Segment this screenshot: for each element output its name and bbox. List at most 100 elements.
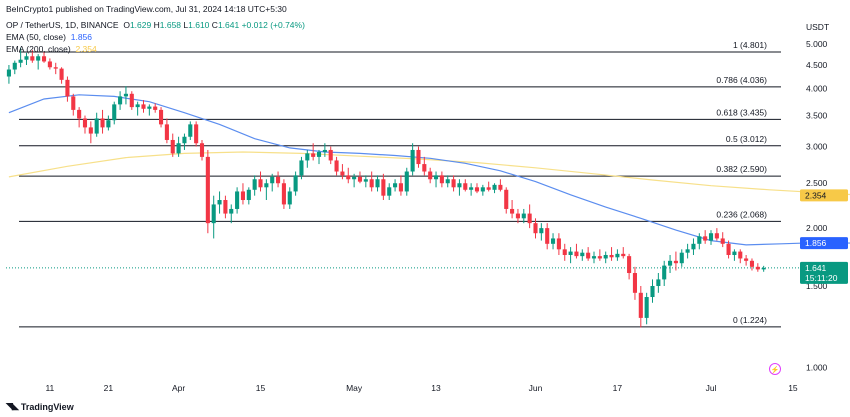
candle-body	[685, 249, 690, 253]
candle-body	[205, 156, 210, 224]
candle-body	[36, 56, 41, 61]
y-tick-label: 2.000	[806, 223, 828, 233]
candle-body	[106, 120, 111, 128]
candle	[621, 247, 626, 259]
ema200-label: EMA (200, close)	[6, 44, 71, 54]
candle	[755, 263, 760, 272]
candle	[445, 175, 450, 188]
y-tick-label: 5.000	[806, 39, 828, 49]
x-tick-label: 15	[788, 383, 798, 393]
candle-body	[550, 238, 556, 244]
candle	[521, 208, 526, 224]
candle-body	[492, 184, 497, 190]
candle	[334, 156, 339, 176]
candle-body	[714, 233, 719, 239]
candle	[141, 100, 146, 113]
candle	[252, 175, 257, 196]
candle	[194, 121, 199, 147]
candle-body	[41, 56, 47, 62]
candle-body	[480, 187, 485, 192]
candle	[258, 171, 263, 192]
candle-body	[270, 176, 275, 184]
candle	[205, 149, 210, 234]
candle-body	[293, 175, 298, 192]
candle-body	[703, 236, 708, 241]
candle-body	[638, 292, 643, 318]
candle	[223, 195, 228, 219]
candle-body	[533, 223, 538, 234]
candle	[188, 121, 193, 140]
candle-body	[147, 106, 152, 109]
fib-level-label: 1 (4.801)	[733, 40, 767, 50]
candle	[738, 249, 743, 264]
candle-body	[527, 213, 532, 224]
candle	[293, 171, 298, 196]
candle-body	[188, 124, 193, 137]
candle-body	[726, 243, 731, 255]
candle	[457, 179, 462, 196]
candle-body	[24, 56, 29, 60]
ema50-tag-bg	[800, 237, 848, 250]
candle-body	[627, 256, 632, 274]
candle	[71, 93, 76, 116]
candle-body	[235, 191, 240, 209]
candle-body	[474, 187, 480, 192]
candle-body	[170, 139, 175, 154]
candle-body	[404, 171, 409, 192]
candle-body	[217, 200, 222, 205]
fib-level-label: 0.382 (2.590)	[716, 164, 767, 174]
candle	[761, 265, 766, 272]
candle-body	[135, 104, 140, 108]
candle	[568, 247, 573, 264]
x-tick-label: 11	[45, 383, 54, 393]
candle-body	[53, 67, 58, 69]
candle	[545, 223, 550, 250]
candle-body	[182, 136, 187, 144]
candle	[153, 103, 158, 113]
candle	[685, 243, 690, 259]
ema200-legend[interactable]: EMA (200, close) 2.354	[6, 44, 97, 55]
candle	[352, 173, 357, 188]
candle	[229, 204, 234, 224]
candle	[6, 65, 11, 84]
x-tick-label: May	[346, 383, 363, 393]
candle-body	[340, 171, 345, 176]
lightning-icon[interactable]	[769, 363, 781, 375]
low-value: 1.610	[188, 20, 210, 30]
candle	[235, 187, 240, 214]
x-tick-label: Jul	[706, 383, 717, 393]
candle-body	[457, 183, 462, 188]
candle	[591, 251, 597, 264]
symbol-label[interactable]: OP / TetherUS, 1D, BINANCE	[6, 20, 119, 30]
candle	[65, 76, 70, 102]
candle	[504, 187, 509, 214]
candle	[679, 249, 684, 267]
candle	[668, 254, 673, 274]
candle-body	[580, 252, 585, 257]
candle-body	[264, 183, 269, 188]
candle	[714, 228, 719, 241]
y-tick-label: 1.000	[806, 363, 828, 373]
candle-body	[246, 189, 251, 201]
candle-body	[164, 124, 169, 140]
candle	[656, 273, 661, 293]
fib-level-label: 0.618 (3.435)	[716, 107, 767, 117]
candle-body	[176, 143, 181, 154]
candle-body	[158, 109, 164, 125]
candle	[515, 208, 520, 224]
candle	[281, 179, 286, 209]
ema50-legend[interactable]: EMA (50, close) 1.856	[6, 32, 92, 43]
candle-body	[118, 96, 123, 105]
fib-level-label: 0 (1.224)	[733, 315, 767, 325]
candle-body	[679, 252, 684, 264]
candle-body	[539, 228, 544, 234]
candle	[726, 240, 731, 259]
candle-body	[574, 251, 579, 257]
candle	[369, 171, 374, 192]
candle	[305, 149, 310, 168]
tradingview-logo[interactable]: ◥◣ TradingView	[6, 401, 74, 412]
candle-body	[498, 184, 503, 190]
candle	[732, 249, 737, 261]
candle-body	[738, 251, 743, 259]
